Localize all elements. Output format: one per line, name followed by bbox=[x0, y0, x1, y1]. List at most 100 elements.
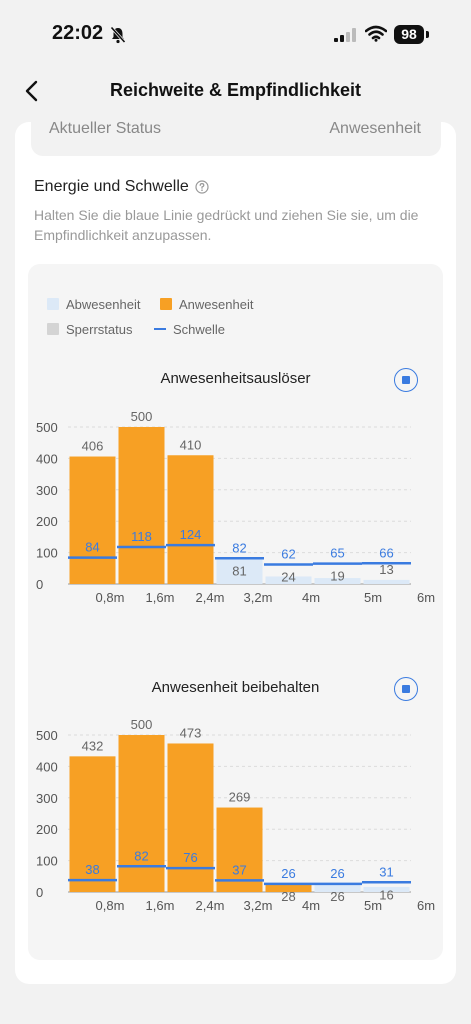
energy-value-label: 26 bbox=[330, 889, 344, 904]
energy-value-label: 24 bbox=[281, 570, 295, 585]
stop-button-trigger[interactable] bbox=[394, 368, 418, 392]
energy-bar bbox=[167, 455, 214, 584]
legend-lock-label: Sperrstatus bbox=[66, 322, 133, 337]
energy-value-label: 410 bbox=[180, 437, 202, 452]
status-bar: 22:02 98 bbox=[0, 0, 471, 70]
threshold-value-label: 26 bbox=[281, 866, 295, 881]
energy-bar bbox=[314, 883, 361, 892]
energy-bar bbox=[69, 756, 116, 892]
x-tick-label: 0,8m bbox=[96, 590, 125, 605]
y-tick-label: 300 bbox=[36, 483, 58, 498]
legend-swatch-lock bbox=[47, 323, 59, 335]
threshold-value-label: 62 bbox=[281, 547, 295, 562]
y-tick-label: 400 bbox=[36, 451, 58, 466]
threshold-value-label: 76 bbox=[183, 850, 197, 865]
threshold-value-label: 124 bbox=[180, 527, 202, 542]
help-circle-icon[interactable] bbox=[195, 180, 209, 194]
threshold-value-label: 82 bbox=[134, 848, 148, 863]
x-tick-label: 2,4m bbox=[196, 898, 225, 913]
threshold-value-label: 118 bbox=[131, 529, 152, 544]
y-tick-label: 200 bbox=[36, 822, 58, 837]
energy-value-label: 432 bbox=[82, 738, 104, 753]
energy-bar bbox=[363, 579, 410, 584]
legend-presence: Anwesenheit bbox=[160, 297, 253, 313]
section-title: Energie und Schwelle bbox=[34, 178, 189, 195]
y-tick-label: 100 bbox=[36, 546, 58, 561]
clock: 22:02 bbox=[52, 22, 104, 44]
energy-value-label: 406 bbox=[82, 439, 104, 454]
x-tick-label: 1,6m bbox=[146, 590, 175, 605]
chart-title-trigger: Anwesenheitsauslöser bbox=[160, 370, 311, 387]
threshold-value-label: 84 bbox=[85, 540, 99, 555]
energy-bar bbox=[265, 883, 312, 892]
y-tick-label: 400 bbox=[36, 759, 58, 774]
y-tick-label: 0 bbox=[36, 885, 43, 900]
wifi-icon bbox=[365, 25, 387, 42]
threshold-value-label: 65 bbox=[330, 546, 344, 561]
legend-threshold-label: Schwelle bbox=[173, 322, 226, 337]
current-status-value: Anwesenheit bbox=[329, 120, 421, 137]
y-tick-label: 100 bbox=[36, 854, 58, 869]
x-tick-label: 6m bbox=[417, 590, 435, 605]
x-tick-label: 2,4m bbox=[196, 590, 225, 605]
x-tick-label: 3,2m bbox=[244, 590, 273, 605]
current-status-row: Aktueller Status Anwesenheit bbox=[31, 120, 441, 156]
threshold-value-label: 38 bbox=[85, 862, 99, 877]
x-tick-label: 4m bbox=[302, 590, 320, 605]
settings-card: Aktueller Status Anwesenheit Energie und… bbox=[15, 120, 456, 984]
legend-swatch-threshold bbox=[154, 328, 166, 330]
y-tick-label: 200 bbox=[36, 514, 58, 529]
page-title: Reichweite & Empfindlichkeit bbox=[109, 80, 362, 100]
y-tick-label: 500 bbox=[36, 728, 58, 743]
nav-bar: Reichweite & Empfindlichkeit bbox=[0, 70, 471, 114]
legend-threshold: Schwelle bbox=[154, 322, 225, 338]
x-tick-label: 3,2m bbox=[244, 898, 273, 913]
chart-hold[interactable]: 500 400 300 200 100 0 432 38 500 82 473 76 269 37 28 26… bbox=[28, 717, 443, 937]
legend-swatch-presence bbox=[160, 298, 172, 310]
energy-value-label: 19 bbox=[330, 569, 344, 584]
chart-trigger[interactable]: 500 400 300 200 100 0 406 84 500 118 410 124 81 82 24 6… bbox=[28, 409, 443, 629]
energy-value-label: 269 bbox=[229, 790, 251, 805]
energy-bar bbox=[118, 735, 165, 892]
energy-bar bbox=[69, 456, 116, 584]
cellular-signal-icon bbox=[334, 28, 356, 42]
energy-value-label: 81 bbox=[232, 563, 246, 578]
stop-button-hold[interactable] bbox=[394, 677, 418, 701]
legend-absence: Abwesenheit bbox=[47, 297, 140, 313]
energy-bar bbox=[118, 427, 165, 584]
back-chevron-icon[interactable] bbox=[20, 78, 46, 104]
x-tick-label: 6m bbox=[417, 898, 435, 913]
energy-bar bbox=[265, 576, 312, 584]
x-tick-label: 5m bbox=[364, 590, 382, 605]
x-tick-label: 4m bbox=[302, 898, 320, 913]
threshold-value-label: 26 bbox=[330, 866, 344, 881]
energy-value-label: 13 bbox=[379, 562, 393, 577]
energy-bar bbox=[314, 578, 361, 584]
energy-bar bbox=[216, 558, 263, 584]
legend-swatch-absence bbox=[47, 298, 59, 310]
y-tick-label: 0 bbox=[36, 577, 43, 592]
battery-icon: 98 bbox=[394, 25, 424, 44]
chart-title-hold: Anwesenheit beibehalten bbox=[151, 679, 320, 696]
energy-bar bbox=[216, 807, 263, 892]
x-tick-label: 5m bbox=[364, 898, 382, 913]
threshold-value-label: 66 bbox=[379, 545, 393, 560]
legend-lock: Sperrstatus bbox=[47, 322, 132, 338]
energy-value-label: 473 bbox=[180, 725, 202, 740]
x-tick-label: 0,8m bbox=[96, 898, 125, 913]
legend-absence-label: Abwesenheit bbox=[66, 297, 141, 312]
y-tick-label: 300 bbox=[36, 791, 58, 806]
threshold-value-label: 37 bbox=[232, 862, 246, 877]
y-tick-label: 500 bbox=[36, 420, 58, 435]
legend-presence-label: Anwesenheit bbox=[179, 297, 254, 312]
x-tick-label: 1,6m bbox=[146, 898, 175, 913]
energy-value-label: 500 bbox=[131, 717, 153, 732]
energy-bar bbox=[167, 743, 214, 892]
chart-panel: Abwesenheit Anwesenheit Sperrstatus Schw… bbox=[28, 264, 443, 960]
energy-value-label: 500 bbox=[131, 409, 153, 424]
battery-cap bbox=[426, 31, 429, 38]
energy-value-label: 28 bbox=[281, 889, 295, 904]
energy-bar bbox=[363, 886, 410, 892]
current-status-label: Aktueller Status bbox=[49, 120, 162, 137]
threshold-value-label: 82 bbox=[232, 540, 246, 555]
